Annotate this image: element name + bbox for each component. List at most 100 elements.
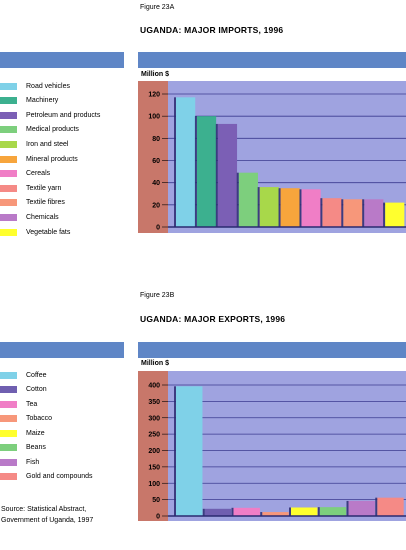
imports-bar-chemicals <box>364 199 384 227</box>
imports-legend-item-machinery: Machinery <box>0 95 58 107</box>
imports-bar-shadow <box>236 172 239 227</box>
imports-bar-mineral-products <box>280 188 300 227</box>
exports-bar-tea <box>233 507 260 516</box>
exports-legend-item-gold-and-compounds: Gold and compounds <box>0 471 93 483</box>
exports-bar-fish <box>348 500 375 516</box>
imports-legend-label: Chemicals <box>26 213 59 221</box>
imports-legend-item-road-vehicles: Road vehicles <box>0 80 70 92</box>
exports-y-tick-label: 100 <box>148 481 160 488</box>
exports-legend-item-tobacco: Tobacco <box>0 413 52 425</box>
exports-bar-tobacco <box>262 512 289 516</box>
imports-y-tick-label: 60 <box>152 158 160 165</box>
imports-legend-swatch <box>0 228 17 236</box>
imports-legend-swatch <box>0 155 17 163</box>
exports-bar-shadow <box>174 386 176 516</box>
exports-legend-swatch <box>0 429 17 437</box>
imports-bar-textile-yarn <box>322 198 342 227</box>
imports-legend-swatch <box>0 170 17 178</box>
imports-legend-item-mineral-products: Mineral products <box>0 153 78 165</box>
imports-legend-swatch <box>0 184 17 192</box>
exports-legend-item-beans: Beans <box>0 442 46 454</box>
exports-bar-shadow <box>346 500 349 516</box>
imports-y-tick-label: 40 <box>152 180 160 187</box>
imports-legend-label: Machinery <box>26 97 59 105</box>
exports-legend-label: Gold and compounds <box>26 473 93 480</box>
exports-legend-label: Tea <box>26 400 38 408</box>
imports-legend-item-iron-and-steel: Iron and steel <box>0 138 68 150</box>
imports-legend-item-petroleum-and-products: Petroleum and products <box>0 109 100 121</box>
exports-bar-shadow <box>375 497 378 516</box>
exports-legend-item-tea: Tea <box>0 398 37 410</box>
exports-legend-swatch <box>0 458 17 466</box>
imports-legend-label: Vegetable fats <box>26 228 71 236</box>
exports-bar-shadow <box>231 507 234 516</box>
imports-legend-item-medical-products: Medical products <box>0 124 79 136</box>
imports-legend-item-chemicals: Chemicals <box>0 211 59 223</box>
figure-a-legend-band <box>0 52 124 68</box>
imports-bar-shadow <box>320 198 323 227</box>
imports-bar-machinery <box>196 116 217 227</box>
imports-bar-road-vehicles <box>176 97 196 227</box>
imports-bar-shadow <box>278 188 281 227</box>
exports-y-tick-label: 350 <box>148 399 160 406</box>
exports-legend-label: Fish <box>26 458 40 466</box>
exports-legend-item-fish: Fish <box>0 456 39 468</box>
figure-b-chart-band <box>138 342 406 358</box>
figure-a-chart-band <box>138 52 406 68</box>
exports-y-tick-label: 200 <box>148 448 160 455</box>
source-line-1: Source: Statistical Abstract, <box>1 506 87 513</box>
figure-a-label: Figure 23A <box>140 4 175 11</box>
exports-legend-label: Maize <box>26 429 45 437</box>
imports-legend-swatch <box>0 213 17 221</box>
figure-b-unit-label: Million $ <box>141 360 169 367</box>
imports-legend-label: Iron and steel <box>26 140 69 148</box>
imports-y-tick-label: 20 <box>152 202 160 209</box>
imports-legend-label: Medical products <box>26 126 79 134</box>
imports-axis-panel <box>138 81 168 233</box>
imports-legend-swatch <box>0 82 17 90</box>
imports-legend-label: Petroleum and products <box>26 111 101 119</box>
figure-b-legend-band <box>0 342 124 358</box>
imports-bar-shadow <box>215 123 218 227</box>
imports-legend-label: Cereals <box>26 170 51 178</box>
imports-y-tick-label: 120 <box>148 92 160 99</box>
figure-a-chart: 0 20 40 60 80 100 120 <box>138 81 406 233</box>
imports-legend-swatch <box>0 199 17 207</box>
imports-bar-vegetable-fats <box>385 202 405 227</box>
imports-y-tick-label: 80 <box>152 136 160 143</box>
imports-legend-swatch <box>0 140 17 148</box>
exports-legend-label: Beans <box>26 444 46 451</box>
exports-bar-shadow <box>317 507 320 516</box>
imports-bar-iron-and-steel <box>259 187 279 227</box>
exports-legend-label: Tobacco <box>26 415 53 422</box>
exports-y-tick-label: 0 <box>156 514 160 521</box>
exports-legend-swatch <box>0 444 17 451</box>
imports-legend-swatch <box>0 111 17 119</box>
exports-bar-maize <box>291 507 318 516</box>
exports-legend-item-coffee: Coffee <box>0 369 47 381</box>
imports-legend-label: Textile fibres <box>26 199 65 207</box>
exports-legend-label: Coffee <box>26 371 47 379</box>
exports-legend-swatch <box>0 400 17 408</box>
imports-legend-swatch <box>0 97 17 105</box>
exports-y-tick-label: 250 <box>148 432 160 439</box>
source-note: Source: Statistical Abstract, Government… <box>1 504 93 526</box>
exports-plot-area <box>168 371 406 521</box>
exports-legend-swatch <box>0 386 17 393</box>
imports-bar-shadow <box>362 199 365 227</box>
exports-bar-shadow <box>260 512 263 516</box>
imports-legend-item-textile-yarn: Textile yarn <box>0 182 61 194</box>
imports-legend-label: Mineral products <box>26 155 78 163</box>
imports-legend-item-cereals: Cereals <box>0 168 50 180</box>
imports-bar-shadow <box>341 199 344 227</box>
exports-bar-shadow <box>289 507 291 516</box>
imports-bar-shadow <box>383 202 386 227</box>
exports-legend-swatch <box>0 371 17 379</box>
exports-y-tick-label: 400 <box>148 383 160 390</box>
exports-y-tick-label: 300 <box>148 415 160 422</box>
imports-bar-shadow <box>194 116 197 227</box>
exports-y-tick-label: 50 <box>152 497 160 504</box>
exports-legend-label: Cotton <box>26 386 47 393</box>
imports-legend-item-textile-fibres: Textile fibres <box>0 197 65 209</box>
exports-y-tick-label: 150 <box>148 464 160 471</box>
